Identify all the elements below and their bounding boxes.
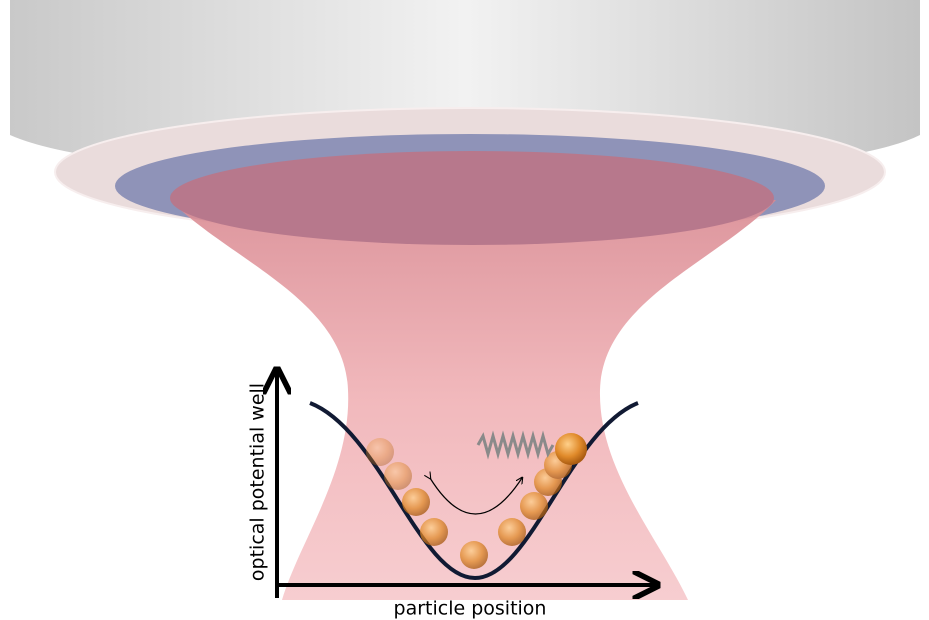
x-axis-label: particle position (394, 598, 547, 620)
particle (555, 433, 587, 465)
illustration: optical potential well particle position (0, 0, 929, 620)
y-axis-label: optical potential well (247, 383, 269, 581)
page: {"axes": {"y_label": "optical potential … (0, 0, 929, 620)
lens-aperture (170, 151, 774, 245)
